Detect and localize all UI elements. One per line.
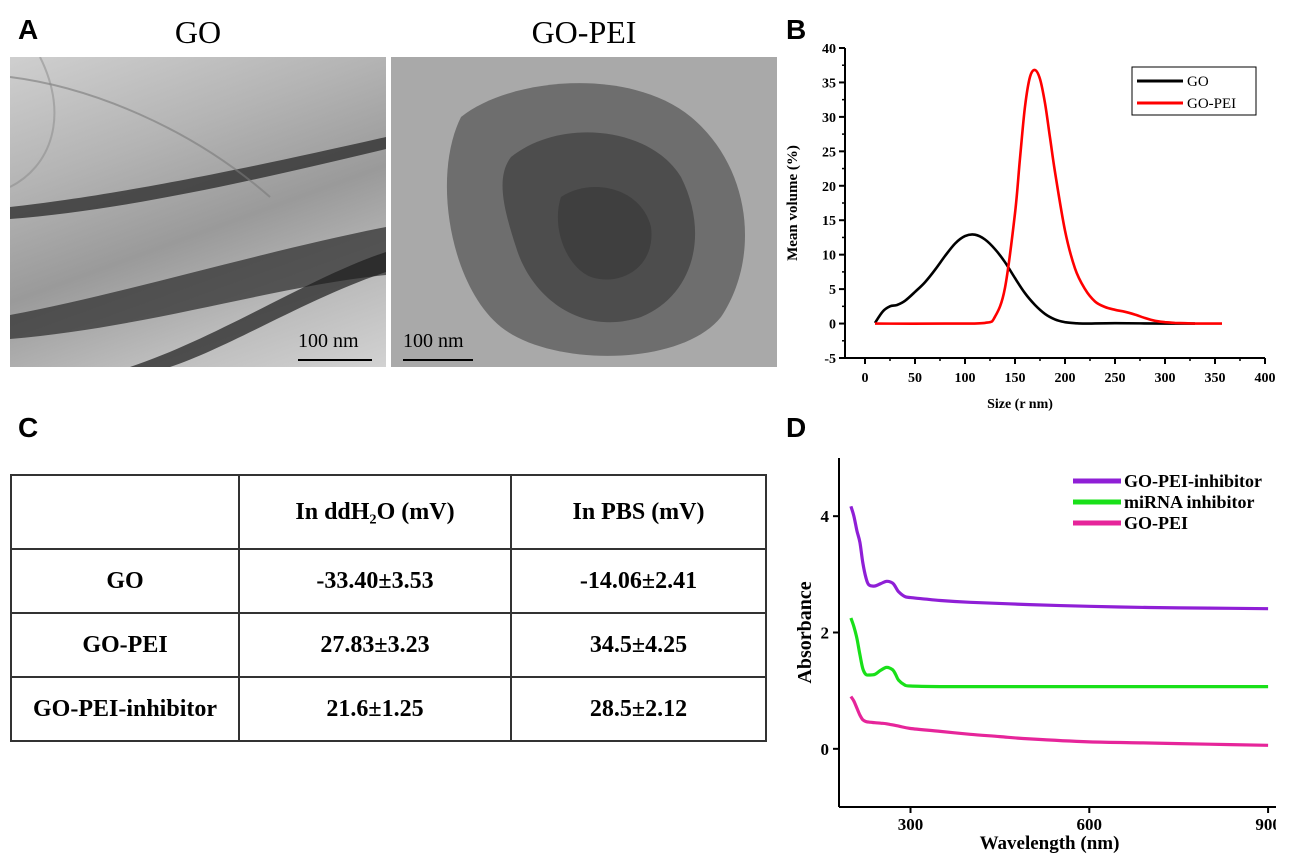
table-header-cell: In PBS (mV) [510,474,767,550]
x-axis-label: Wavelength (nm) [980,833,1120,854]
x-tick-label: 300 [1155,371,1176,386]
panel-label-c: C [18,412,39,443]
legend-label: GO [1187,74,1209,90]
table-row: GO -33.40±3.53 -14.06±2.41 [10,548,767,614]
table-row: GO-PEI 27.83±3.23 34.5±4.25 [10,612,767,678]
table-cell-label: GO-PEI [10,612,240,678]
x-tick-label: 900 [1255,815,1276,834]
series-line-go-pei [874,68,1222,325]
series-line-mirna-inhibitor [849,617,1269,689]
y-tick-label: 5 [829,283,836,298]
y-tick-label: 2 [821,624,830,643]
x-tick-label: 100 [955,371,976,386]
scale-bar-go-line [298,359,372,361]
x-axis-label: Size (r nm) [987,397,1053,412]
y-tick-label: 10 [822,249,836,264]
y-tick-label: 25 [822,145,836,160]
legend-box [1131,66,1257,116]
table-cell-label: GO [10,548,240,614]
table-cell: 21.6±1.25 [238,676,512,742]
x-tick-label: 600 [1077,815,1103,834]
table-header-cell: In ddH₂O (mV) [238,474,512,550]
table-header-row: In ddH₂O (mV) In PBS (mV) [10,474,767,550]
legend-label: miRNA inhibitor [1124,492,1255,512]
y-tick-label: 40 [822,42,836,57]
tem-go-texture [10,57,386,367]
x-tick-label: 200 [1055,371,1076,386]
scale-bar-go: 100 nm [298,330,372,361]
panel-label-a: A [18,14,39,45]
y-tick-label: 35 [822,76,836,91]
scale-bar-go-label: 100 nm [298,330,359,352]
table-header-cell [10,474,240,550]
panel-label-b: B [786,14,807,45]
y-tick-label: 15 [822,214,836,229]
x-tick-label: 350 [1205,371,1226,386]
scale-bar-gopei-label: 100 nm [403,330,464,352]
table-cell: 34.5±4.25 [510,612,767,678]
tem-gopei-texture [446,83,745,356]
y-tick-label: 20 [822,180,836,195]
legend-label: GO-PEI [1187,96,1236,112]
y-tick-label: -5 [824,352,836,367]
scale-bar-gopei: 100 nm [403,330,473,361]
series-line-go [873,233,1195,325]
tem-image-go [10,57,386,367]
x-tick-label: 0 [862,371,869,386]
zeta-potential-table: In ddH₂O (mV) In PBS (mV) GO -33.40±3.53… [10,474,767,742]
table-cell: 28.5±2.12 [510,676,767,742]
legend-label: GO-PEI [1124,513,1188,533]
series-line-go-pei [849,695,1269,747]
table-cell: 27.83±3.23 [238,612,512,678]
y-axis-label: Absorbance [794,581,816,683]
x-tick-label: 150 [1005,371,1026,386]
tem-image-gopei [391,57,777,367]
table-cell: -14.06±2.41 [510,548,767,614]
series-line-go-pei-inhibitor [849,505,1269,611]
table-row: GO-PEI-inhibitor 21.6±1.25 28.5±2.12 [10,676,767,742]
y-tick-label: 0 [821,740,830,759]
table-cell-label: GO-PEI-inhibitor [10,676,240,742]
table-cell: -33.40±3.53 [238,548,512,614]
scale-bar-gopei-line [403,359,473,361]
x-tick-label: 250 [1105,371,1126,386]
panel-label-d: D [786,412,807,443]
y-tick-label: 4 [821,507,830,526]
x-tick-label: 50 [908,371,922,386]
x-tick-label: 300 [898,815,924,834]
y-tick-label: 0 [829,318,836,333]
tem-gopei-title: GO-PEI [531,14,637,50]
x-tick-label: 400 [1255,371,1276,386]
legend-label: GO-PEI-inhibitor [1124,471,1262,491]
chart-absorbance: 0 2 4 300 600 900 Wavelength (nm) Absorbance GO-… [794,458,1276,854]
y-tick-label: 30 [822,111,836,126]
y-axis-label: Mean volume (%) [785,145,801,261]
tem-go-title: GO [174,14,222,50]
